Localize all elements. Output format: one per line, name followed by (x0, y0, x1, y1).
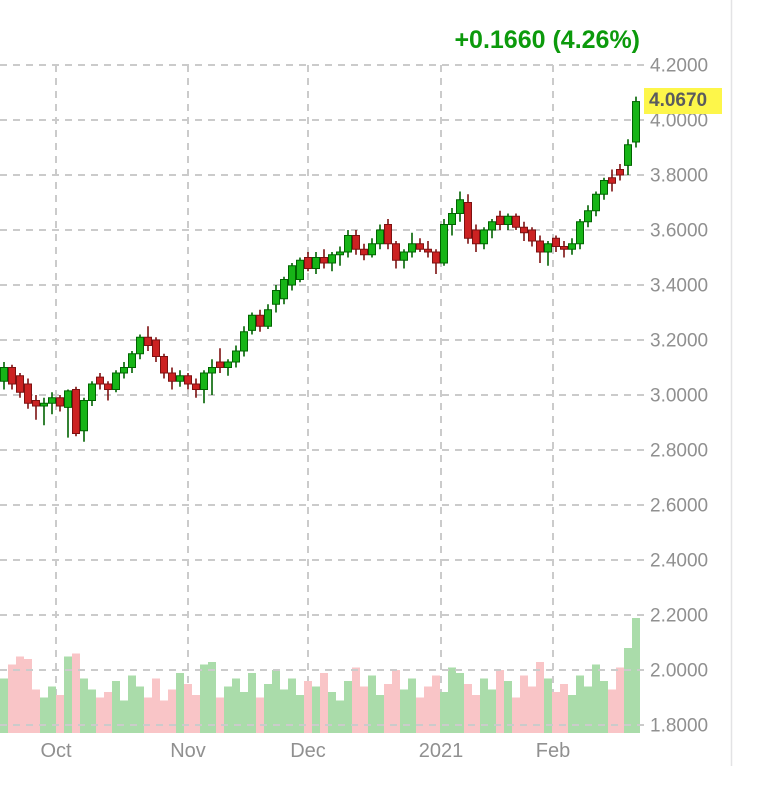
svg-text:2.4000: 2.4000 (650, 551, 708, 572)
price-change-label: +0.1660 (4.26%) (454, 26, 640, 54)
last-price-tag: 4.0670 (644, 88, 722, 114)
svg-text:4.0000: 4.0000 (650, 111, 708, 132)
svg-text:3.8000: 3.8000 (650, 166, 708, 187)
svg-text:3.4000: 3.4000 (650, 276, 708, 297)
svg-text:Oct: Oct (40, 740, 72, 762)
svg-text:3.2000: 3.2000 (650, 331, 708, 352)
svg-text:1.8000: 1.8000 (650, 716, 708, 737)
svg-text:Dec: Dec (290, 740, 326, 762)
svg-text:2.8000: 2.8000 (650, 441, 708, 462)
svg-text:Feb: Feb (536, 740, 570, 762)
svg-text:3.6000: 3.6000 (650, 221, 708, 242)
svg-text:2021: 2021 (419, 740, 464, 762)
svg-text:3.0000: 3.0000 (650, 386, 708, 407)
svg-text:4.2000: 4.2000 (650, 56, 708, 77)
svg-text:2.6000: 2.6000 (650, 496, 708, 517)
svg-text:2.2000: 2.2000 (650, 606, 708, 627)
svg-text:2.0000: 2.0000 (650, 661, 708, 682)
svg-text:Nov: Nov (170, 740, 206, 762)
